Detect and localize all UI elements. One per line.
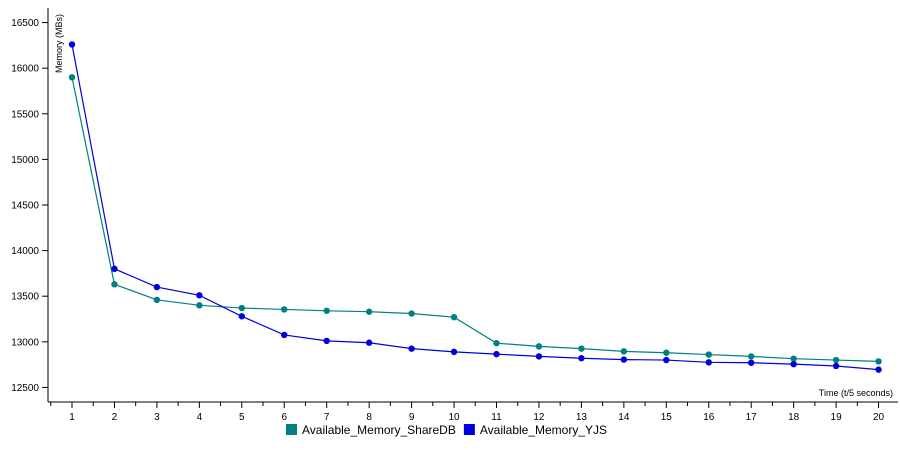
x-tick-label: 9 bbox=[409, 412, 415, 423]
y-tick-label: 14500 bbox=[11, 201, 39, 212]
data-point bbox=[281, 306, 288, 313]
x-tick-label: 12 bbox=[533, 412, 545, 423]
y-tick-label: 15000 bbox=[11, 155, 39, 166]
data-point bbox=[238, 313, 245, 320]
data-point bbox=[153, 283, 161, 291]
data-point bbox=[68, 74, 76, 81]
data-point bbox=[578, 345, 585, 352]
data-point bbox=[663, 356, 670, 364]
series-2 bbox=[68, 41, 882, 373]
x-tick-label: 8 bbox=[366, 412, 372, 423]
x-tick-label: 20 bbox=[873, 412, 885, 423]
data-point bbox=[493, 339, 500, 347]
data-point bbox=[875, 366, 882, 373]
data-point bbox=[281, 331, 288, 339]
data-point bbox=[323, 307, 330, 314]
data-point bbox=[323, 337, 330, 345]
data-point bbox=[832, 356, 840, 364]
series-group bbox=[68, 41, 882, 373]
legend-label: Available_Memory_ShareDB bbox=[302, 423, 456, 437]
legend-item-1: Available_Memory_ShareDB bbox=[286, 423, 456, 437]
y-tick-label: 12500 bbox=[11, 383, 39, 394]
x-tick-label: 19 bbox=[831, 412, 843, 423]
x-axis-label: Time (t/5 seconds) bbox=[819, 388, 893, 398]
x-tick-label: 3 bbox=[154, 412, 160, 423]
data-point bbox=[408, 310, 415, 317]
y-tick-label: 16500 bbox=[11, 18, 39, 29]
x-axis: 1 2 3 4 5 6 7 8 9 10 11 12 13 14 15 16 17 18 19 20 bbox=[48, 401, 898, 423]
data-point bbox=[535, 353, 543, 360]
data-point bbox=[111, 281, 118, 288]
data-point bbox=[450, 348, 458, 356]
data-point bbox=[620, 356, 628, 363]
data-point bbox=[196, 292, 203, 299]
x-tick-label: 18 bbox=[788, 412, 800, 423]
y-tick-label: 13000 bbox=[11, 337, 39, 348]
data-point bbox=[238, 304, 245, 312]
y-axis: 12500 13000 13500 14000 14500 15000 15500 16000… bbox=[11, 8, 49, 402]
y-tick-label: 14000 bbox=[11, 246, 39, 257]
y-tick-label: 13500 bbox=[11, 292, 39, 303]
data-point bbox=[663, 349, 670, 356]
data-point bbox=[535, 343, 543, 350]
data-point bbox=[196, 302, 203, 309]
x-tick-label: 1 bbox=[69, 412, 75, 423]
data-point bbox=[68, 41, 76, 48]
data-point bbox=[748, 359, 755, 366]
series-line bbox=[71, 44, 879, 371]
x-tick-label: 6 bbox=[281, 412, 287, 423]
x-tick-label: 16 bbox=[703, 412, 715, 423]
series-1 bbox=[68, 74, 882, 365]
data-point bbox=[748, 353, 755, 360]
legend-item-2: Available_Memory_YJS bbox=[463, 423, 607, 437]
data-point bbox=[365, 308, 373, 315]
x-tick-label: 14 bbox=[618, 412, 630, 423]
legend-swatch bbox=[286, 424, 297, 435]
x-tick-label: 10 bbox=[448, 412, 460, 423]
data-point bbox=[832, 362, 840, 370]
data-point bbox=[620, 348, 628, 355]
series-line bbox=[71, 77, 879, 363]
data-point bbox=[705, 359, 712, 366]
x-tick-label: 15 bbox=[661, 412, 673, 423]
x-tick-label: 17 bbox=[746, 412, 758, 423]
data-point bbox=[408, 345, 415, 352]
x-tick-label: 7 bbox=[324, 412, 330, 423]
data-point bbox=[493, 350, 500, 358]
legend-swatch bbox=[463, 424, 475, 435]
x-tick-label: 2 bbox=[112, 412, 118, 423]
data-point bbox=[365, 339, 373, 346]
legend-label: Available_Memory_YJS bbox=[480, 423, 607, 437]
y-axis-label: Memory (MBs) bbox=[54, 14, 64, 73]
x-tick-label: 5 bbox=[239, 412, 245, 423]
data-point bbox=[578, 355, 585, 362]
data-point bbox=[153, 296, 161, 304]
x-tick-label: 4 bbox=[197, 412, 203, 423]
y-tick-label: 16000 bbox=[11, 64, 39, 75]
data-point bbox=[790, 360, 797, 368]
data-point bbox=[875, 358, 882, 365]
x-tick-label: 11 bbox=[491, 412, 502, 423]
data-point bbox=[450, 313, 458, 321]
data-point bbox=[705, 351, 712, 358]
x-tick-label: 13 bbox=[576, 412, 588, 423]
data-point bbox=[111, 265, 118, 273]
y-tick-label: 15500 bbox=[11, 109, 39, 120]
legend: Available_Memory_ShareDB Available_Memory… bbox=[286, 423, 607, 437]
data-point bbox=[790, 355, 797, 362]
